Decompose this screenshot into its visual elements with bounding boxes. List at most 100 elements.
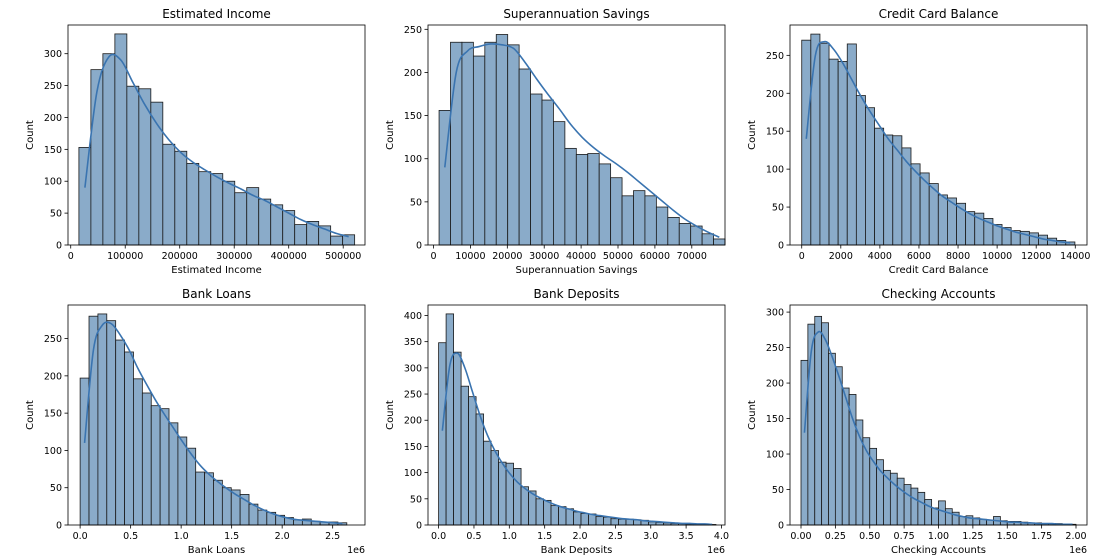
x-tick-label: 4.0 <box>714 531 729 542</box>
bar <box>910 487 919 526</box>
x-tick-label: 0.5 <box>466 531 481 542</box>
x-tick-label: 1.00 <box>928 531 949 542</box>
bar <box>498 461 507 526</box>
kde-line <box>84 53 349 238</box>
bar <box>186 447 197 526</box>
x-tick-label: 100000 <box>107 251 143 262</box>
chart-title: Credit Card Balance <box>879 7 999 21</box>
bar <box>453 351 462 526</box>
x-axis-label: Credit Card Balance <box>889 265 989 276</box>
bar <box>587 153 600 246</box>
x-tick-label: 0.0 <box>73 531 88 542</box>
bar <box>177 436 188 526</box>
x-tick-label: 2.5 <box>325 531 340 542</box>
bar <box>445 313 454 526</box>
y-tick-label: 150 <box>44 145 62 156</box>
bar <box>438 342 447 526</box>
x-tick-label: 10000 <box>455 251 485 262</box>
y-tick-label: 50 <box>50 483 62 494</box>
bar <box>221 487 232 526</box>
bar <box>855 95 866 246</box>
bar <box>1028 232 1039 246</box>
bar <box>472 55 486 246</box>
y-axis-label: Count <box>385 120 396 150</box>
y-tick-label: 0 <box>56 521 62 532</box>
x-axis-label: Estimated Income <box>171 265 262 276</box>
x-tick-label: 0.5 <box>123 531 138 542</box>
y-tick-label: 50 <box>50 209 62 220</box>
bar <box>956 202 967 246</box>
bar <box>102 53 116 246</box>
y-tick-label: 150 <box>404 442 422 453</box>
axes-frame <box>427 24 726 246</box>
y-tick-label: 200 <box>404 416 422 427</box>
panel-superannuation-savings: 0 10000 20000 30000 40000 50000 60000 70000 0 50 1… <box>385 7 726 276</box>
kde-line <box>803 330 1073 526</box>
bar <box>810 33 821 246</box>
x-tick-label: 3.5 <box>679 531 694 542</box>
bar <box>667 216 680 246</box>
y-tick-label: 100 <box>44 177 62 188</box>
bar <box>186 162 200 246</box>
x-tick-label: 12000 <box>1021 251 1051 262</box>
x-tick-label: 14000 <box>1060 251 1090 262</box>
bar <box>270 204 284 246</box>
x-tick-label: 1.0 <box>502 531 517 542</box>
bar <box>944 508 953 526</box>
bar <box>174 150 188 246</box>
x-tick-label: 0 <box>799 251 805 262</box>
bar <box>924 499 933 526</box>
y-tick-label: 300 <box>44 49 62 60</box>
y-tick-label: 50 <box>410 494 422 505</box>
kde-line <box>443 43 720 238</box>
panel-bank-loans: 0.0 0.5 1.0 1.5 2.0 2.5 0 50 100 150 200 250 Bank Lo… <box>25 287 366 556</box>
x-tick-label: 400000 <box>271 251 307 262</box>
x-tick-label: 1.0 <box>174 531 189 542</box>
bar <box>159 408 170 526</box>
panel-bank-deposits: 0.0 0.5 1.0 1.5 2.0 2.5 3.0 3.5 4.0 0 50 100 150 200 2… <box>385 287 729 556</box>
x-axis-offset: 1e6 <box>707 545 725 556</box>
bar <box>115 339 125 526</box>
bar <box>126 85 140 246</box>
bar <box>210 173 224 246</box>
bar <box>595 516 604 526</box>
x-tick-label: 2.00 <box>1065 531 1086 542</box>
x-tick-label: 200000 <box>162 251 198 262</box>
bar <box>507 44 520 246</box>
bar <box>141 392 152 526</box>
y-tick-label: 50 <box>772 485 784 496</box>
x-axis-offset: 1e6 <box>347 545 365 556</box>
bar <box>330 235 344 246</box>
x-tick-label: 30000 <box>529 251 559 262</box>
y-tick-label: 100 <box>766 450 784 461</box>
bar <box>575 154 589 246</box>
bar <box>965 211 976 246</box>
y-tick-label: 200 <box>766 89 784 100</box>
bar <box>530 93 543 246</box>
bar <box>550 505 559 526</box>
x-axis-label: Checking Accounts <box>891 545 986 556</box>
x-tick-label: 2000 <box>829 251 853 262</box>
bar <box>655 206 669 246</box>
y-axis-label: Count <box>747 120 758 150</box>
bar <box>573 511 582 526</box>
chart-title: Bank Loans <box>182 287 251 301</box>
bar <box>483 440 492 526</box>
axes-frame <box>789 24 1088 246</box>
y-tick-label: 250 <box>44 81 62 92</box>
bar <box>97 313 108 526</box>
bar <box>258 198 272 246</box>
y-tick-label: 200 <box>44 371 62 382</box>
kde-line <box>805 40 1071 244</box>
y-tick-label: 200 <box>404 68 422 79</box>
x-axis-label: Bank Loans <box>188 545 246 556</box>
bar <box>213 479 223 526</box>
bar <box>917 491 926 526</box>
x-tick-label: 2.0 <box>275 531 290 542</box>
y-tick-label: 0 <box>778 241 784 252</box>
x-tick-label: 3.0 <box>643 531 658 542</box>
bar <box>580 513 589 526</box>
bar <box>713 238 726 246</box>
panel-credit-card-balance: 0 2000 4000 6000 8000 10000 12000 14000 0 50 100 15… <box>747 7 1090 276</box>
